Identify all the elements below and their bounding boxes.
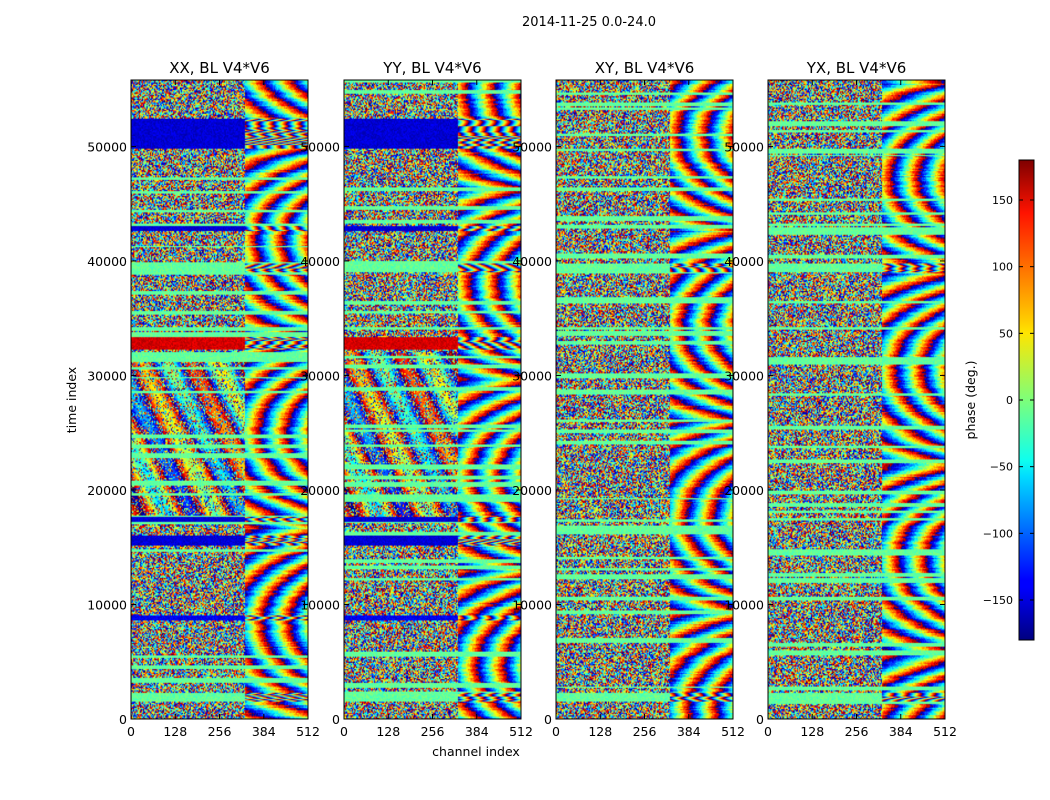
panel-title: YY, BL V4*V6	[382, 59, 481, 77]
panel-title: YX, BL V4*V6	[806, 59, 907, 77]
x-tick-label: 256	[421, 724, 445, 739]
x-tick-label: 512	[721, 724, 745, 739]
x-tick-label: 0	[552, 724, 560, 739]
x-tick-label: 256	[208, 724, 232, 739]
x-axis-label: channel index	[432, 744, 520, 759]
phase-heatmap-xy	[556, 80, 733, 719]
y-tick-label: 30000	[512, 368, 552, 383]
x-tick-label: 128	[588, 724, 612, 739]
y-axis-label: time index	[64, 367, 79, 433]
x-tick-label: 512	[933, 724, 957, 739]
panel-title: XX, BL V4*V6	[169, 59, 270, 77]
colorbar-tick-label: −50	[990, 461, 1013, 474]
colorbar-tick-label: 0	[1006, 394, 1013, 407]
y-tick-label: 40000	[300, 254, 340, 269]
colorbar-label: phase (deg.)	[963, 361, 978, 440]
y-tick-label: 20000	[724, 483, 764, 498]
colorbar-tick-label: −100	[983, 527, 1013, 540]
y-tick-label: 40000	[724, 254, 764, 269]
y-tick-label: 0	[756, 712, 764, 727]
y-tick-label: 0	[544, 712, 552, 727]
x-tick-label: 0	[340, 724, 348, 739]
x-tick-label: 0	[764, 724, 772, 739]
colorbar-tick-label: −150	[983, 594, 1013, 607]
x-tick-label: 384	[252, 724, 276, 739]
y-tick-label: 30000	[724, 368, 764, 383]
x-tick-label: 128	[800, 724, 824, 739]
y-tick-label: 40000	[87, 254, 127, 269]
x-tick-label: 384	[677, 724, 701, 739]
y-tick-label: 10000	[724, 597, 764, 612]
panel-xx: XX, BL V4*V6 0 128 256 384 512 0 10000 20000 3000…	[87, 59, 320, 739]
x-tick-label: 384	[465, 724, 489, 739]
y-tick-label: 50000	[87, 139, 127, 154]
x-tick-label: 256	[845, 724, 869, 739]
y-tick-label: 0	[332, 712, 340, 727]
x-tick-label: 512	[509, 724, 533, 739]
figure-suptitle: 2014-11-25 0.0-24.0	[522, 15, 656, 30]
y-tick-label: 40000	[512, 254, 552, 269]
y-tick-label: 30000	[300, 368, 340, 383]
y-tick-label: 0	[119, 712, 127, 727]
colorbar-tick-label: 150	[992, 194, 1013, 207]
panel-xy: XY, BL V4*V6 0 128 256 384 512 0 10000 20000 3000…	[512, 59, 745, 739]
panel-yy: YY, BL V4*V6 0 128 256 384 512 0 10000 20000 3000…	[300, 59, 533, 739]
x-tick-label: 0	[127, 724, 135, 739]
y-tick-label: 10000	[87, 597, 127, 612]
y-tick-label: 10000	[512, 597, 552, 612]
y-tick-label: 50000	[300, 139, 340, 154]
y-tick-label: 10000	[300, 597, 340, 612]
y-tick-label: 20000	[512, 483, 552, 498]
y-tick-label: 20000	[87, 483, 127, 498]
phase-heatmap-yx	[768, 80, 945, 719]
x-tick-label: 256	[633, 724, 657, 739]
colorbar-tick-label: 100	[992, 261, 1013, 274]
phase-heatmap-xx	[131, 80, 308, 719]
y-tick-label: 50000	[512, 139, 552, 154]
phase-heatmap-yy	[344, 80, 521, 719]
colorbar: 150 100 50 0 −50 −100 −150	[983, 159, 1035, 641]
y-tick-label: 30000	[87, 368, 127, 383]
y-tick-label: 50000	[724, 139, 764, 154]
x-tick-label: 128	[163, 724, 187, 739]
x-tick-label: 128	[376, 724, 400, 739]
x-tick-label: 384	[889, 724, 913, 739]
panel-title: XY, BL V4*V6	[595, 59, 695, 77]
panel-yx: YX, BL V4*V6 0 128 256 384 512 0 10000 20000 3000…	[724, 59, 957, 739]
y-tick-label: 20000	[300, 483, 340, 498]
colorbar-tick-label: 50	[999, 327, 1013, 340]
x-tick-label: 512	[296, 724, 320, 739]
panels: XX, BL V4*V6 0 128 256 384 512 0 10000 20000 3000…	[87, 59, 957, 739]
